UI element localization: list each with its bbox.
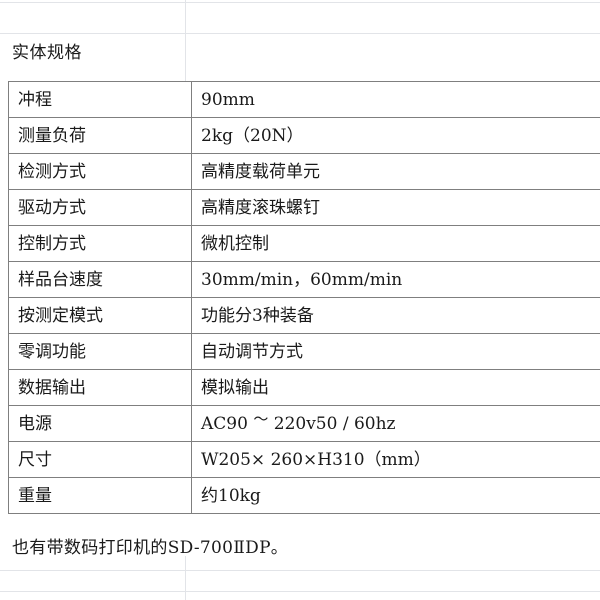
- spec-label: 冲程: [8, 81, 192, 118]
- table-row: 按测定模式 功能分3种装备: [8, 297, 600, 334]
- spec-value: 高精度滚珠螺钉: [191, 189, 600, 226]
- table-row: 电源 AC90 ～ 220v50 / 60hz: [8, 405, 600, 442]
- table-row: 重量 约10kg: [8, 477, 600, 514]
- power-value-pre: AC90: [201, 413, 254, 434]
- spec-value: 功能分3种装备: [191, 297, 600, 334]
- spec-label: 按测定模式: [8, 297, 192, 334]
- spec-label: 样品台速度: [8, 261, 192, 298]
- spec-label: 检测方式: [8, 153, 192, 190]
- spec-value: 模拟输出: [191, 369, 600, 406]
- spec-value: 90mm: [191, 81, 600, 118]
- spec-label: 重量: [8, 477, 192, 514]
- spec-label: 零调功能: [8, 333, 192, 370]
- table-row: 控制方式 微机控制: [8, 225, 600, 262]
- spec-value: 高精度载荷单元: [191, 153, 600, 190]
- spec-label: 测量负荷: [8, 117, 192, 154]
- table-row: 测量负荷 2kg（20N）: [8, 117, 600, 154]
- spec-value: AC90 ～ 220v50 / 60hz: [191, 405, 600, 442]
- spec-label: 电源: [8, 405, 192, 442]
- table-row: 数据输出 模拟输出: [8, 369, 600, 406]
- specifications-table: 冲程 90mm 测量负荷 2kg（20N） 检测方式 高精度载荷单元 驱动方式 …: [8, 81, 600, 514]
- spec-value: 2kg（20N）: [191, 117, 600, 154]
- power-value-tilde: ～: [253, 409, 269, 428]
- power-value-post: 220v50 / 60hz: [268, 413, 396, 434]
- table-row: 尺寸 W205× 260×H310（mm）: [8, 441, 600, 478]
- spec-value: 自动调节方式: [191, 333, 600, 370]
- footer-note: 也有带数码打印机的SD-700ⅡDP。: [12, 538, 289, 558]
- table-row: 冲程 90mm: [8, 81, 600, 118]
- table-row: 零调功能 自动调节方式: [8, 333, 600, 370]
- spec-label: 驱动方式: [8, 189, 192, 226]
- spec-value: 约10kg: [191, 477, 600, 514]
- spec-label: 尺寸: [8, 441, 192, 478]
- table-row: 检测方式 高精度载荷单元: [8, 153, 600, 190]
- spec-value: 微机控制: [191, 225, 600, 262]
- spec-label: 数据输出: [8, 369, 192, 406]
- page-title: 实体规格: [12, 43, 82, 63]
- spec-value: W205× 260×H310（mm）: [191, 441, 600, 478]
- table-row: 驱动方式 高精度滚珠螺钉: [8, 189, 600, 226]
- specifications-table-body: 冲程 90mm 测量负荷 2kg（20N） 检测方式 高精度载荷单元 驱动方式 …: [8, 81, 600, 514]
- spec-value: 30mm/min，60mm/min: [191, 261, 600, 298]
- table-row: 样品台速度 30mm/min，60mm/min: [8, 261, 600, 298]
- spec-label: 控制方式: [8, 225, 192, 262]
